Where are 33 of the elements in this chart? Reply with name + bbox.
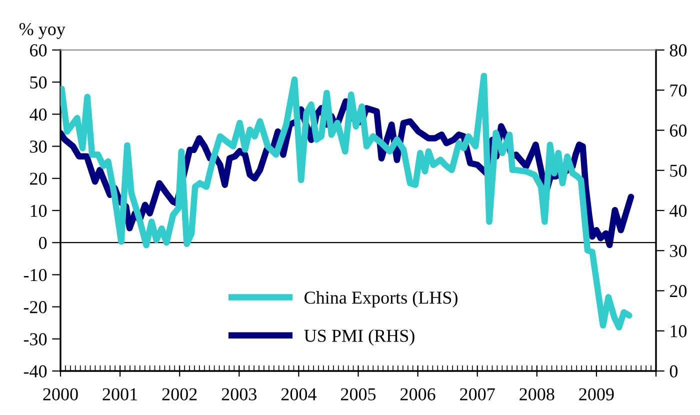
y2-tick-label: 40: [670, 204, 687, 217]
x-tick-label: 2002: [162, 388, 197, 400]
legend-label: US PMI (RHS): [304, 329, 414, 346]
x-tick-label: 2006: [400, 388, 436, 400]
y-tick-label: -40: [24, 365, 47, 378]
y-tick-label: -10: [24, 268, 47, 282]
y-tick-label: 0: [38, 236, 47, 250]
x-tick-label: 2004: [281, 388, 316, 400]
y2-tick-label: 50: [670, 164, 687, 177]
y-tick-label: 30: [30, 140, 47, 153]
x-tick-label: 2007: [460, 388, 495, 400]
y-tick-label: 10: [30, 204, 47, 217]
x-tick-label: 2008: [520, 388, 554, 400]
legend-label: China Exports (LHS): [304, 291, 458, 308]
y-tick-label: -20: [24, 301, 47, 314]
y2-tick-label: 10: [670, 325, 687, 338]
y-tick-label: 60: [30, 44, 47, 56]
y-axis-title: % yoy: [19, 23, 66, 39]
y2-tick-label: 60: [670, 124, 687, 137]
y-tick-label: 50: [30, 76, 47, 89]
y2-tick-label: 0: [670, 365, 678, 378]
x-tick-label: 2000: [43, 388, 78, 400]
y2-tick-label: 20: [670, 285, 687, 298]
x-tick-label: 2001: [102, 388, 138, 400]
x-tick-label: 2003: [222, 388, 256, 400]
y2-tick-label: 30: [670, 244, 687, 258]
y2-tick-label: 80: [670, 44, 687, 56]
y-tick-label: 40: [30, 108, 47, 121]
y2-tick-label: 70: [670, 84, 687, 97]
y-tick-label: -30: [24, 333, 47, 346]
x-tick-label: 2005: [340, 388, 376, 400]
y-tick-label: 20: [30, 172, 47, 185]
x-tick-label: 2009: [579, 388, 614, 400]
